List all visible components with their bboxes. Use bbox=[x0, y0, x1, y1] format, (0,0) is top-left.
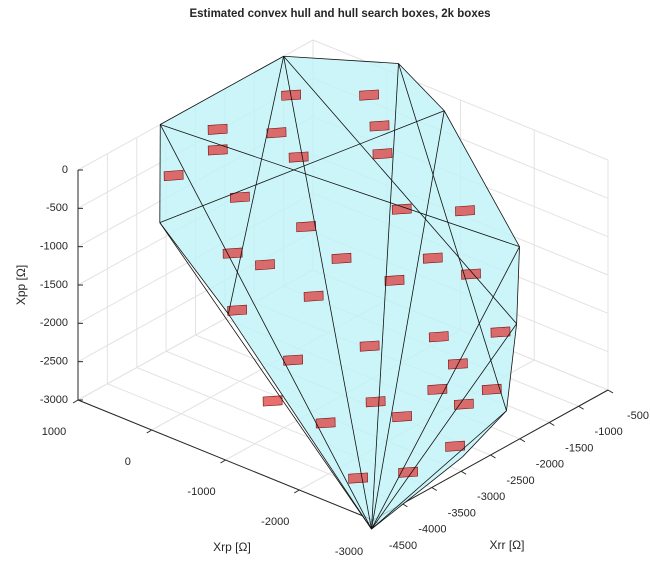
hull-edge bbox=[159, 110, 445, 224]
hull-edge bbox=[160, 124, 520, 248]
search-box bbox=[428, 331, 449, 343]
tick-mark bbox=[578, 405, 584, 410]
x-tick-label: -3500 bbox=[448, 507, 476, 519]
hull-edge bbox=[443, 110, 520, 247]
hull-edge bbox=[398, 63, 445, 112]
z-tick-label: -1500 bbox=[40, 279, 68, 291]
x-tick-label: -1000 bbox=[595, 426, 623, 438]
search-box bbox=[384, 274, 405, 286]
y-tick-label: 1000 bbox=[42, 426, 66, 438]
search-box bbox=[369, 120, 390, 132]
search-box bbox=[262, 395, 283, 407]
hull-edge bbox=[371, 410, 507, 530]
z-tick-label: -500 bbox=[46, 202, 68, 214]
y-tick-label: -1000 bbox=[187, 486, 215, 498]
x-tick-label: -4500 bbox=[389, 540, 417, 552]
hull-edge bbox=[516, 246, 520, 324]
search-box bbox=[222, 247, 243, 259]
hull-edge bbox=[462, 410, 507, 458]
hull-edge bbox=[283, 56, 372, 530]
hull-edge bbox=[228, 313, 372, 530]
x-tick-label: -4000 bbox=[418, 524, 446, 536]
search-box bbox=[315, 417, 336, 429]
hull-edge bbox=[227, 56, 285, 315]
tick-mark bbox=[490, 454, 496, 459]
hull-edge bbox=[371, 110, 445, 530]
search-box bbox=[392, 411, 413, 423]
search-box bbox=[283, 354, 304, 366]
z-tick-label: -2500 bbox=[40, 356, 68, 368]
search-box bbox=[481, 383, 502, 395]
hull-edge bbox=[371, 323, 517, 530]
tick-mark bbox=[293, 489, 300, 494]
hull-edge bbox=[371, 456, 463, 530]
search-box bbox=[266, 127, 287, 139]
x-tick-label: -2000 bbox=[536, 459, 564, 471]
search-box bbox=[490, 326, 511, 338]
search-box bbox=[296, 221, 317, 233]
tick-mark bbox=[607, 389, 614, 394]
tick-mark bbox=[431, 487, 438, 491]
z-tick-label: -3000 bbox=[40, 394, 68, 406]
tick-mark bbox=[146, 429, 153, 434]
search-box bbox=[207, 144, 228, 156]
hull-edge bbox=[159, 222, 229, 315]
search-box bbox=[445, 440, 466, 452]
tick-mark bbox=[220, 459, 226, 464]
hull-edge bbox=[371, 63, 399, 530]
chart-title: Estimated convex hull and hull search bo… bbox=[189, 8, 490, 20]
y-tick-label: 0 bbox=[125, 456, 131, 468]
search-box bbox=[372, 148, 393, 160]
search-box bbox=[229, 191, 250, 203]
search-box bbox=[288, 151, 309, 163]
x-tick-label: -1500 bbox=[565, 442, 593, 454]
x-tick-label: -500 bbox=[627, 410, 649, 422]
hull-edge bbox=[506, 323, 518, 411]
search-box bbox=[163, 169, 184, 182]
hull-edge bbox=[160, 55, 284, 125]
y-tick-label: -2000 bbox=[261, 516, 289, 528]
search-box bbox=[227, 304, 248, 316]
search-box bbox=[365, 396, 386, 408]
search-box bbox=[455, 205, 475, 217]
tick-mark bbox=[548, 422, 555, 426]
y-axis-label: Xrp [Ω] bbox=[213, 540, 251, 554]
search-box bbox=[255, 259, 275, 271]
search-box bbox=[359, 340, 380, 352]
search-box bbox=[427, 383, 448, 395]
search-box bbox=[391, 203, 412, 215]
y-tick-label: -3000 bbox=[335, 546, 363, 558]
hull-edge bbox=[283, 55, 517, 325]
search-box bbox=[398, 466, 419, 478]
tick-mark bbox=[460, 470, 467, 475]
x-tick-label: -3000 bbox=[477, 491, 505, 503]
search-box bbox=[348, 472, 369, 484]
z-tick-label: -1000 bbox=[40, 241, 68, 253]
x-tick-label: -2500 bbox=[506, 475, 534, 487]
grid-line bbox=[312, 39, 609, 161]
search-box bbox=[359, 89, 380, 101]
z-axis-label: Xpp [Ω] bbox=[14, 265, 28, 305]
tick-mark bbox=[519, 438, 526, 443]
x-axis-label: Xrr [Ω] bbox=[490, 538, 525, 552]
z-tick-label: -2000 bbox=[40, 317, 68, 329]
z-tick-label: 0 bbox=[62, 164, 68, 176]
search-box bbox=[331, 252, 352, 264]
tick-mark bbox=[72, 399, 79, 404]
hull-edge bbox=[159, 222, 372, 530]
search-box bbox=[303, 290, 324, 302]
hull-face bbox=[159, 56, 520, 530]
search-box bbox=[207, 123, 228, 135]
hull-edge bbox=[159, 124, 372, 530]
search-box bbox=[422, 252, 443, 264]
hull-edge bbox=[283, 55, 399, 64]
hull-edge bbox=[371, 246, 520, 530]
search-box bbox=[453, 398, 474, 410]
